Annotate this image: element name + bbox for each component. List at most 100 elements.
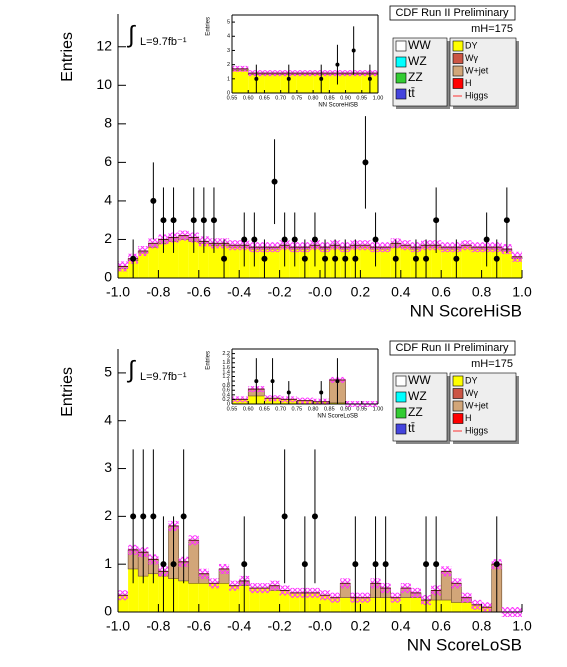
bar <box>441 600 452 612</box>
bar <box>309 592 320 612</box>
legend-swatch <box>452 375 464 387</box>
data-point <box>170 217 177 224</box>
data-point <box>251 236 258 243</box>
bar <box>138 252 149 278</box>
bar <box>340 597 351 612</box>
data-point <box>150 513 157 520</box>
x-tick-label: 0.80 <box>308 406 319 412</box>
inset-background <box>194 341 386 426</box>
x-tick-label: 0.70 <box>275 406 286 412</box>
y-tick-label: 1.2 <box>222 374 230 380</box>
bar <box>400 597 411 612</box>
legend-swatch <box>395 375 407 387</box>
legend-swatch <box>395 56 407 68</box>
y-tick-label: 4 <box>227 34 230 40</box>
x-tick-label: 0.60 <box>243 95 254 101</box>
data-point <box>372 561 379 568</box>
bar <box>178 580 189 612</box>
legend-label: WW <box>408 373 431 387</box>
data-point <box>241 236 248 243</box>
legend-label: Wγ <box>465 53 478 63</box>
bar <box>380 249 391 278</box>
x-tick-label: 0.2 <box>351 284 371 300</box>
legend-label: ZZ <box>408 405 423 419</box>
x-tick-label: 0.55 <box>227 406 238 412</box>
x-tick-label: 1.0 <box>512 284 532 300</box>
data-point <box>254 76 259 81</box>
data-point <box>210 217 217 224</box>
y-tick-label: 4 <box>104 192 112 208</box>
data-point <box>412 255 419 262</box>
y-tick-label: 6 <box>104 153 112 169</box>
header-box <box>389 340 516 356</box>
legend-label: H <box>465 413 472 423</box>
bar <box>441 249 452 278</box>
x-tick-label: -0.2 <box>268 618 292 634</box>
data-point <box>286 390 291 395</box>
bar <box>208 583 219 612</box>
legend-label: tt̄ <box>408 421 415 435</box>
y-tick-label: 1 <box>227 76 230 82</box>
legend-label: DY <box>465 375 478 385</box>
x-tick-label: 0.90 <box>340 95 351 101</box>
x-tick-label: -1.0 <box>106 284 130 300</box>
x-tick-label: 0.6 <box>431 284 451 300</box>
bar <box>118 268 129 278</box>
x-tick-label: -0.8 <box>146 618 170 634</box>
x-axis-label: NN ScoreLoSB <box>317 414 358 420</box>
data-point <box>423 255 430 262</box>
bar <box>360 597 371 612</box>
bar <box>451 602 462 612</box>
data-point <box>130 513 137 520</box>
data-point <box>319 76 324 81</box>
y-tick-label: 2 <box>227 356 230 362</box>
data-point <box>130 255 137 262</box>
x-tick-label: 0.85 <box>324 406 335 412</box>
data-point <box>301 255 308 262</box>
bar <box>148 247 159 278</box>
bar <box>461 247 472 278</box>
x-tick-label: 0.75 <box>292 406 303 412</box>
bar <box>410 597 421 612</box>
data-point <box>382 561 389 568</box>
data-point <box>392 255 399 262</box>
legend-label: tt̄ <box>408 86 415 100</box>
bar <box>118 595 129 612</box>
x-tick-label: -1.0 <box>106 618 130 634</box>
data-point <box>311 236 318 243</box>
x-tick-label: -0.0 <box>308 284 332 300</box>
y-tick-label: 5 <box>227 20 230 26</box>
bar <box>279 590 290 612</box>
x-tick-label: -0.2 <box>268 284 292 300</box>
bar <box>148 573 159 612</box>
y-tick-label: 1.6 <box>222 365 230 371</box>
y-tick-label: 3 <box>104 459 112 475</box>
bar <box>390 597 401 612</box>
data-point <box>261 255 268 262</box>
x-tick-label: 0.8 <box>472 618 492 634</box>
x-tick-label: 0.60 <box>243 406 254 412</box>
bar <box>320 595 331 612</box>
x-tick-label: 0.65 <box>259 406 270 412</box>
x-axis-label: NN ScoreLoSB <box>407 635 522 654</box>
bar <box>158 243 169 278</box>
data-point <box>281 236 288 243</box>
bar <box>128 568 139 612</box>
y-tick-label: 2 <box>104 507 112 523</box>
x-tick-label: 0.4 <box>391 618 411 634</box>
x-tick-label: 0.70 <box>275 95 286 101</box>
header: CDF Run II Preliminary <box>395 342 509 354</box>
legend-label: WZ <box>408 54 427 68</box>
data-point <box>493 255 500 262</box>
y-tick-label: 2.2 <box>222 351 230 357</box>
header: CDF Run II Preliminary <box>395 7 509 19</box>
legend-label: Wγ <box>465 388 478 398</box>
legend-label: ZZ <box>408 70 423 84</box>
legend-label: W+jet <box>465 65 489 75</box>
data-point <box>423 561 430 568</box>
x-tick-label: 0.55 <box>227 95 238 101</box>
x-tick-label: 0.4 <box>391 284 411 300</box>
legend-swatch <box>452 53 464 64</box>
data-point <box>367 76 372 81</box>
